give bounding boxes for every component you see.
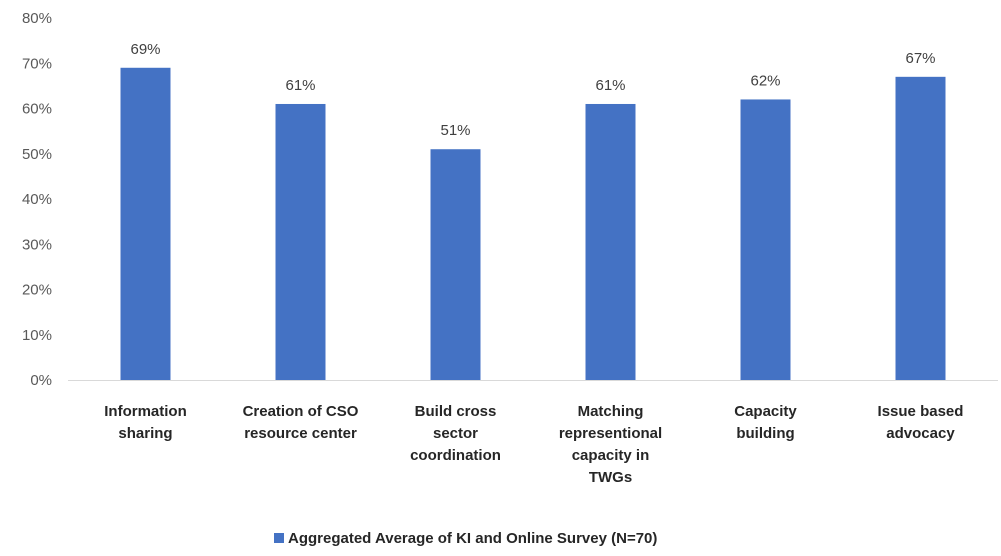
data-label: 69% <box>130 41 160 58</box>
data-label: 62% <box>750 72 780 89</box>
x-tick-label: Build cross sector coordination <box>410 403 501 464</box>
y-tick-label: 30% <box>22 236 52 253</box>
bar <box>430 149 481 380</box>
bar <box>740 99 791 380</box>
x-tick-label: Matching representional capacity in TWGs <box>559 403 662 486</box>
y-axis: 0% 10% 20% 30% 40% 50% 60% 70% 80% <box>22 10 52 389</box>
bar <box>895 76 946 380</box>
data-label: 61% <box>285 77 315 94</box>
y-tick-label: 10% <box>22 327 52 344</box>
y-tick-label: 40% <box>22 191 52 208</box>
data-label: 51% <box>440 122 470 139</box>
y-tick-label: 70% <box>22 55 52 72</box>
y-tick-label: 50% <box>22 146 52 163</box>
legend-swatch <box>274 533 284 543</box>
legend-label: Aggregated Average of KI and Online Surv… <box>288 530 657 547</box>
legend: Aggregated Average of KI and Online Surv… <box>274 530 657 547</box>
bars <box>120 67 946 381</box>
data-label: 61% <box>595 77 625 94</box>
data-label: 67% <box>905 50 935 67</box>
x-tick-label: Creation of CSO resource center <box>243 403 359 442</box>
y-tick-label: 60% <box>22 101 52 118</box>
data-labels: 69% 61% 51% 61% 62% 67% <box>130 41 935 139</box>
y-tick-label: 80% <box>22 10 52 27</box>
x-tick-label: Issue based advocacy <box>878 403 964 442</box>
bar <box>275 103 326 380</box>
y-tick-label: 20% <box>22 282 52 299</box>
bar <box>585 103 636 380</box>
y-tick-label: 0% <box>30 372 52 389</box>
category-labels: Information sharing Creation of CSO resourc… <box>104 403 963 486</box>
x-tick-label: Information sharing <box>104 403 187 442</box>
bar <box>120 67 171 381</box>
x-tick-label: Capacity building <box>734 403 797 442</box>
